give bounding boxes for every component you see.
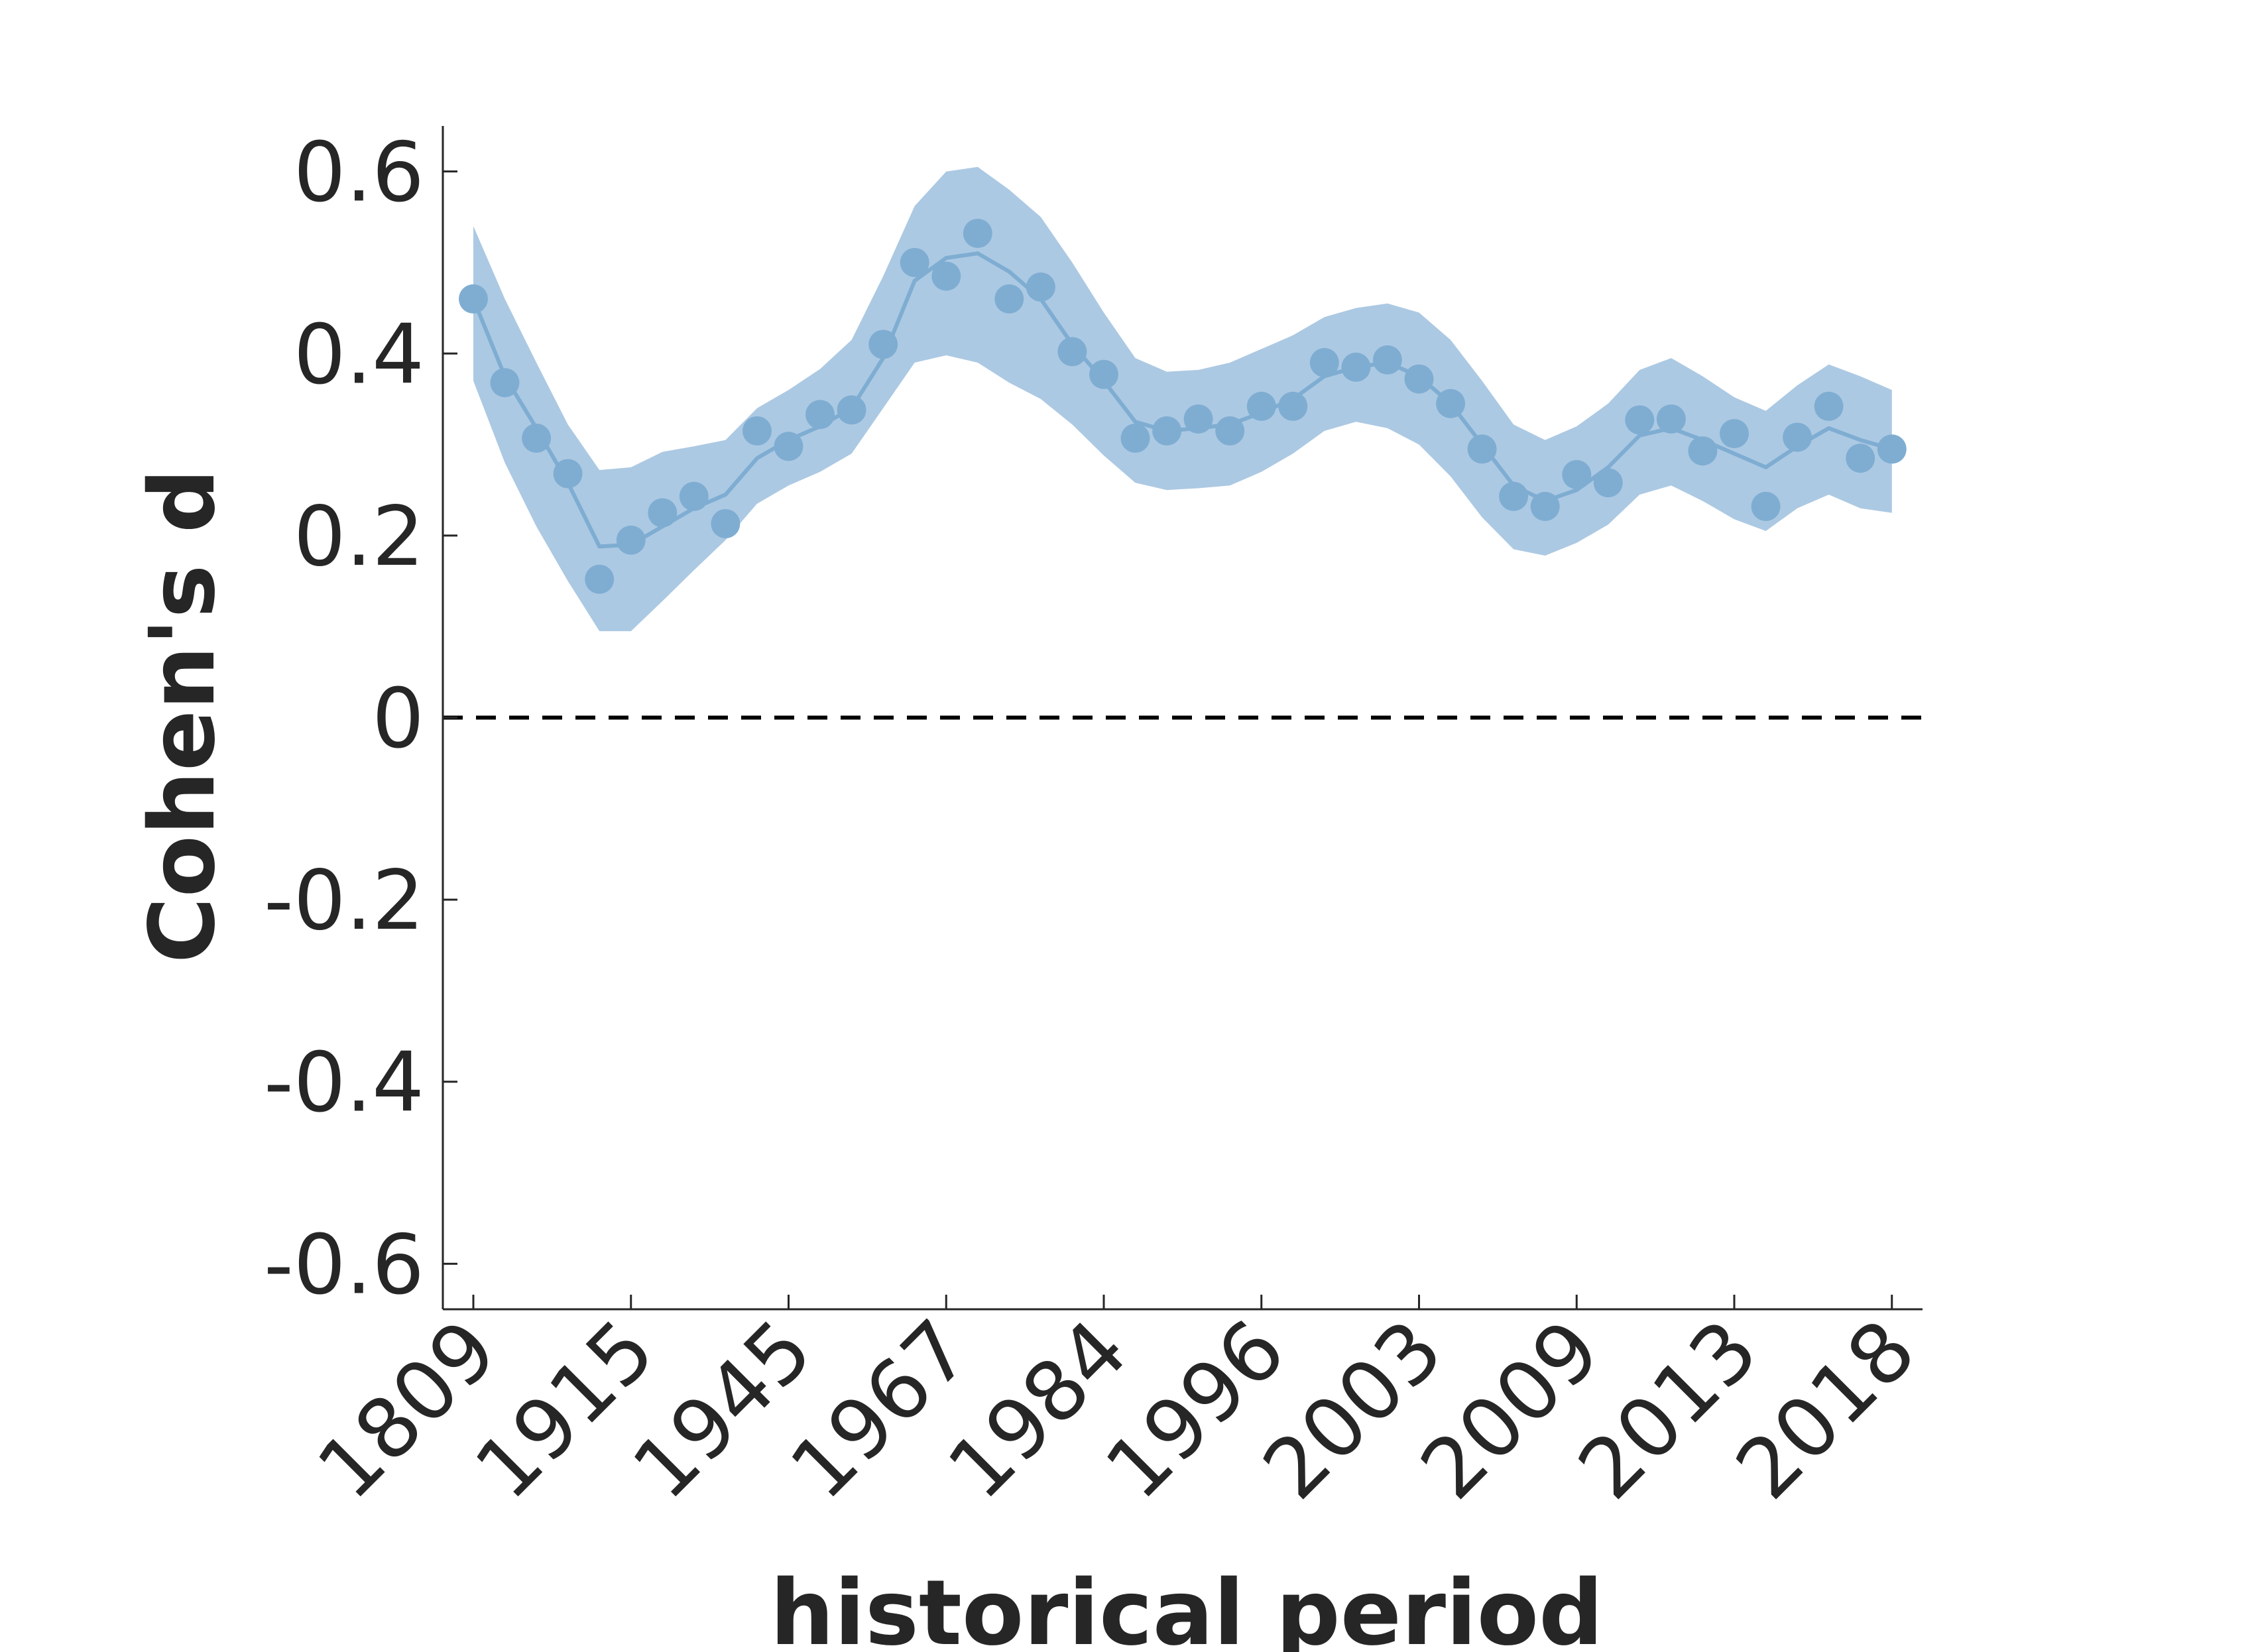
y-tick-label: 0.4 — [294, 307, 424, 402]
data-point — [837, 395, 866, 425]
x-tick-label: 2003 — [1246, 1302, 1461, 1517]
data-point — [648, 498, 678, 528]
data-point — [1246, 391, 1276, 421]
data-point — [774, 432, 803, 461]
data-point — [1783, 422, 1812, 452]
data-point — [1436, 388, 1466, 418]
y-ticks: -0.6 -0.4 -0.2 0 0.2 0.4 0.6 — [264, 125, 457, 1313]
data-point — [711, 509, 741, 538]
x-tick-label: 2013 — [1561, 1302, 1776, 1517]
x-tick-label: 2009 — [1403, 1302, 1618, 1517]
x-tick-label: 1809 — [300, 1302, 515, 1517]
data-point — [490, 368, 520, 398]
data-point — [1562, 459, 1592, 489]
data-point — [1467, 434, 1497, 464]
smoothed-line-layer — [471, 251, 1893, 549]
y-tick-label: -0.6 — [264, 1217, 424, 1313]
data-point — [742, 416, 772, 445]
x-axis-title: historical period — [770, 1561, 1604, 1652]
data-point — [1152, 416, 1182, 445]
data-point — [459, 284, 488, 314]
data-point — [616, 525, 646, 555]
data-point — [1278, 391, 1308, 421]
data-point — [1530, 491, 1560, 521]
data-point — [1720, 419, 1749, 449]
data-point — [522, 424, 552, 453]
data-point — [1309, 348, 1339, 377]
y-tick-label: 0 — [372, 672, 424, 767]
y-tick-label: -0.2 — [264, 853, 424, 949]
data-point — [1751, 491, 1781, 521]
data-point — [1625, 405, 1655, 435]
data-point — [1877, 434, 1907, 464]
x-tick-label: 1915 — [457, 1302, 673, 1517]
data-point — [1057, 337, 1087, 367]
y-axis-title: Cohen's d — [131, 469, 235, 963]
data-point — [900, 248, 929, 277]
x-tick-label: 1967 — [772, 1302, 988, 1517]
data-point — [1089, 359, 1118, 389]
smoothed-line — [471, 251, 1893, 549]
x-tick-label: 2018 — [1718, 1302, 1934, 1517]
data-point — [805, 400, 835, 430]
data-point — [1688, 436, 1718, 466]
data-point — [1814, 391, 1844, 421]
data-point — [931, 261, 961, 291]
data-point — [994, 284, 1024, 314]
y-tick-label: 0.6 — [294, 125, 424, 221]
data-point — [1120, 424, 1150, 453]
data-point — [1593, 468, 1623, 498]
y-tick-label: 0.2 — [294, 489, 424, 585]
data-point — [553, 459, 583, 489]
confidence-band-layer — [473, 166, 1892, 632]
data-point — [1341, 352, 1371, 382]
data-point — [1499, 481, 1529, 511]
data-point — [1183, 404, 1213, 434]
data-point — [1372, 345, 1402, 375]
data-point — [585, 564, 615, 594]
data-point — [868, 329, 898, 359]
x-tick-label: 1996 — [1088, 1302, 1303, 1517]
confidence-band — [473, 166, 1892, 632]
x-tick-label: 1984 — [930, 1302, 1146, 1517]
data-point — [1404, 364, 1434, 394]
y-tick-label: -0.4 — [264, 1035, 424, 1131]
data-point — [1656, 404, 1686, 434]
data-point — [1846, 443, 1875, 473]
x-tick-label: 1945 — [615, 1302, 831, 1517]
data-point — [679, 481, 709, 511]
data-point — [1026, 272, 1055, 302]
data-points-layer — [459, 219, 1907, 594]
data-point — [963, 219, 992, 248]
data-point — [1215, 416, 1245, 445]
